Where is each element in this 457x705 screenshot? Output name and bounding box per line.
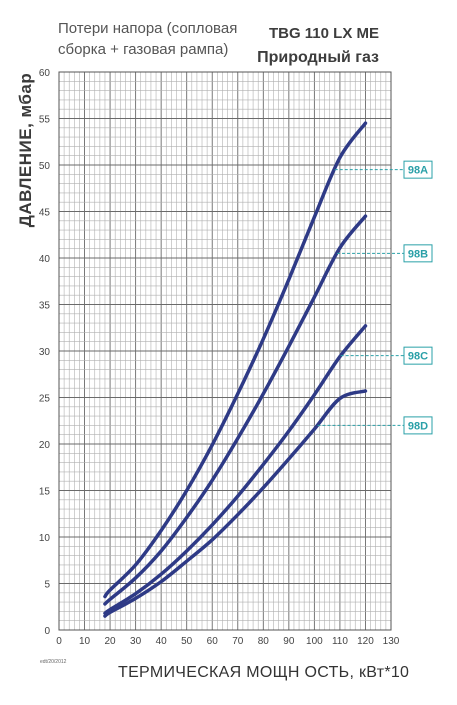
y-tick-label: 25 [39, 394, 51, 405]
y-tick-label: 40 [39, 254, 51, 265]
y-tick-label: 50 [39, 161, 51, 172]
x-tick-label: 0 [56, 636, 62, 647]
x-tick-label: 90 [283, 636, 295, 647]
x-axis-label: ТЕРМИЧЕСКАЯ МОЩН ОСТЬ, кВт*10 [118, 664, 410, 681]
y-tick-label: 5 [44, 580, 50, 591]
x-tick-label: 70 [232, 636, 244, 647]
x-tick-label: 50 [181, 636, 193, 647]
x-tick-label: 30 [130, 636, 142, 647]
legend-label-98c: 98C [408, 351, 428, 363]
legend-label-98b: 98B [408, 248, 428, 260]
y-tick-label: 20 [39, 440, 51, 451]
y-tick-label: 15 [39, 487, 51, 498]
plot-frame [58, 71, 392, 631]
x-tick-label: 110 [332, 636, 348, 647]
y-tick-label: 55 [39, 115, 51, 126]
series-line-98b [103, 214, 368, 606]
legend-box-98a [403, 160, 433, 179]
x-tick-label: 120 [357, 636, 374, 647]
x-tick-label: 100 [306, 636, 323, 647]
legend-label-98a: 98A [408, 165, 428, 177]
y-tick-label: 60 [39, 68, 51, 79]
legend-box-98d [403, 416, 433, 435]
chart-subtitle: Потери напора (сопловая сборка + газовая… [58, 18, 237, 60]
x-tick-label: 40 [156, 636, 168, 647]
subtitle-line-2: сборка + газовая рампа) [58, 41, 229, 58]
series-line-98a [103, 121, 368, 599]
x-tick-label: 60 [207, 636, 219, 647]
series-line-98d [103, 389, 368, 618]
y-tick-label: 35 [39, 301, 51, 312]
x-tick-label: 80 [258, 636, 270, 647]
legend-box-98c [403, 346, 433, 365]
title-model: TBG 110 LX ME [268, 25, 379, 42]
chart-title: TBG 110 LX ME Природный газ [257, 22, 379, 70]
y-tick-label: 0 [44, 626, 50, 637]
legend-box-98b [403, 244, 433, 263]
y-tick-label: 10 [39, 533, 51, 544]
footnote: edt/20/2012 [40, 659, 67, 665]
x-tick-label: 20 [105, 636, 117, 647]
y-axis-label: ДАВЛЕНИЕ, мбар [16, 72, 35, 228]
x-tick-label: 10 [79, 636, 91, 647]
series-line-98c [103, 324, 368, 616]
legend-label-98d: 98D [408, 420, 428, 432]
y-tick-label: 45 [39, 208, 51, 219]
x-tick-label: 130 [383, 636, 400, 647]
title-fuel: Природный газ [257, 49, 379, 66]
y-tick-label: 30 [39, 347, 51, 358]
subtitle-line-1: Потери напора (сопловая [58, 20, 238, 37]
